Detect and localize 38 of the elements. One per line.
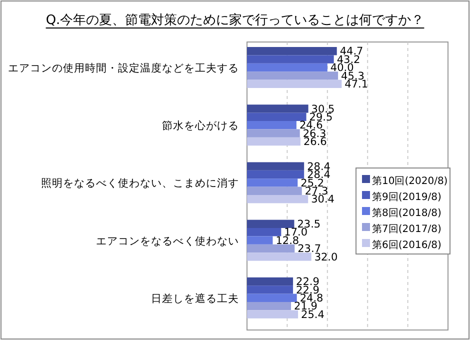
y-tick-label: エアコンの使用時間・設定温度などを工夫する [8, 62, 239, 74]
bar [247, 236, 273, 244]
bar [247, 195, 308, 204]
y-tick-label: 節水を心がける [162, 119, 239, 132]
bar [247, 228, 282, 236]
bar [247, 63, 328, 72]
bar [247, 310, 298, 318]
bar [247, 170, 304, 179]
legend-label: 第10回(2020/8) [372, 175, 448, 187]
chart-title: Q.今年の夏、節電対策のために家で行っていることは何ですか？ [46, 12, 424, 28]
bar [247, 72, 338, 80]
bar [247, 302, 292, 310]
data-label: 26.6 [303, 136, 328, 148]
bar [247, 220, 294, 228]
bar [247, 186, 302, 195]
bar [247, 112, 306, 121]
bar [247, 129, 300, 138]
bar [247, 178, 298, 187]
bar [247, 277, 294, 286]
bar [247, 137, 300, 146]
y-tick-label: エアコンをなるべく使わない [96, 235, 239, 248]
bar [247, 252, 312, 261]
bar [247, 294, 297, 302]
data-label: 30.4 [311, 194, 335, 206]
legend-label: 第8回(2018/8) [372, 207, 442, 219]
legend-label: 第9回(2019/8) [372, 191, 442, 203]
legend-label: 第6回(2016/8) [372, 239, 442, 251]
bar [247, 244, 295, 253]
bar [247, 162, 304, 170]
y-tick-label: 照明をなるべく使わない、こまめに消す [41, 176, 239, 190]
bar [247, 47, 337, 56]
bar [247, 121, 296, 130]
bar [247, 104, 308, 113]
y-tick-label: 日差しを遮る工夫 [151, 292, 239, 305]
bar [247, 286, 294, 294]
bar [247, 55, 334, 64]
legend-label: 第7回(2017/8) [372, 223, 442, 235]
bar [247, 80, 342, 88]
